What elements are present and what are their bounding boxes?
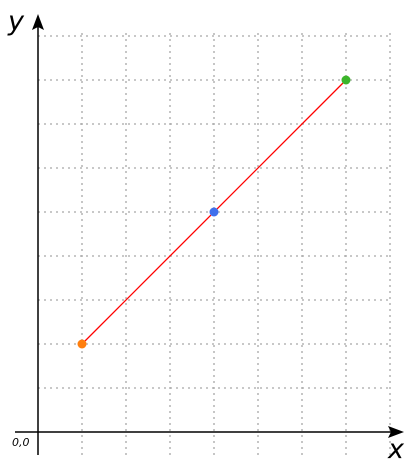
points [77,75,351,349]
end-point [341,75,351,85]
y-axis-label: y [7,6,25,37]
x-axis-label: x [387,434,405,465]
grid [38,30,392,455]
x-axis-arrowhead [388,426,404,438]
y-axis-arrowhead [32,14,44,30]
origin-label: 0,0 [12,436,30,449]
midpoint [209,207,219,217]
start-point [77,339,87,349]
